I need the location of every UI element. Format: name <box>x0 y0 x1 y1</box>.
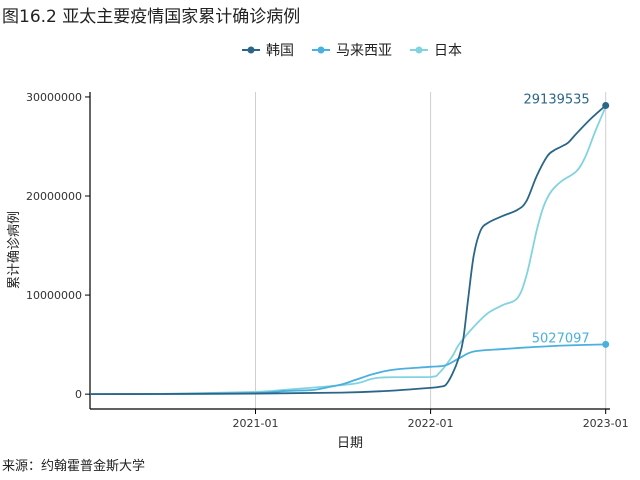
y-tick-label: 30000000 <box>26 91 82 104</box>
legend-label: 日本 <box>434 43 462 59</box>
legend: 韩国 马来西亚 日本 <box>240 40 462 60</box>
legend-key-icon <box>242 46 260 54</box>
x-tick-label: 2022-01 <box>408 417 454 430</box>
legend-key-icon <box>312 46 330 54</box>
y-tick-label: 10000000 <box>26 289 82 302</box>
series-line-3 <box>89 106 607 396</box>
x-axis-title: 日期 <box>337 436 363 451</box>
y-tick-label: 0 <box>75 388 82 401</box>
end-value-label-2: 5027097 <box>532 331 590 346</box>
legend-item-2: 马来西亚 <box>310 40 392 60</box>
y-axis-title: 累计确诊病例 <box>7 211 22 289</box>
series-lines <box>89 104 607 396</box>
legend-key-icon <box>410 46 428 54</box>
legend-item-1: 韩国 <box>240 40 294 60</box>
series-line-2 <box>89 343 606 396</box>
legend-label: 马来西亚 <box>336 43 392 59</box>
x-tick-label: 2023-01 <box>583 417 629 430</box>
axes <box>89 92 610 410</box>
chart-title: 图16.2 亚太主要疫情国家累计确诊病例 <box>2 7 301 27</box>
legend-item-3: 日本 <box>408 40 462 60</box>
end-labels: 29139535 5027097 <box>524 92 610 348</box>
grid-lines <box>254 92 607 409</box>
end-value-label-1: 29139535 <box>524 92 590 107</box>
y-tick-label: 20000000 <box>26 190 82 203</box>
legend-label: 韩国 <box>266 43 294 59</box>
x-tick-label: 2021-01 <box>233 417 279 430</box>
source-note: 来源：约翰霍普金斯大学 <box>2 459 146 474</box>
end-point-2 <box>602 340 610 348</box>
axis-ticks: 2021-01 2022-01 2023-01 0 10000000 20000000 30… <box>26 91 629 430</box>
end-point-1 <box>602 101 610 109</box>
series-line-1 <box>89 104 607 396</box>
